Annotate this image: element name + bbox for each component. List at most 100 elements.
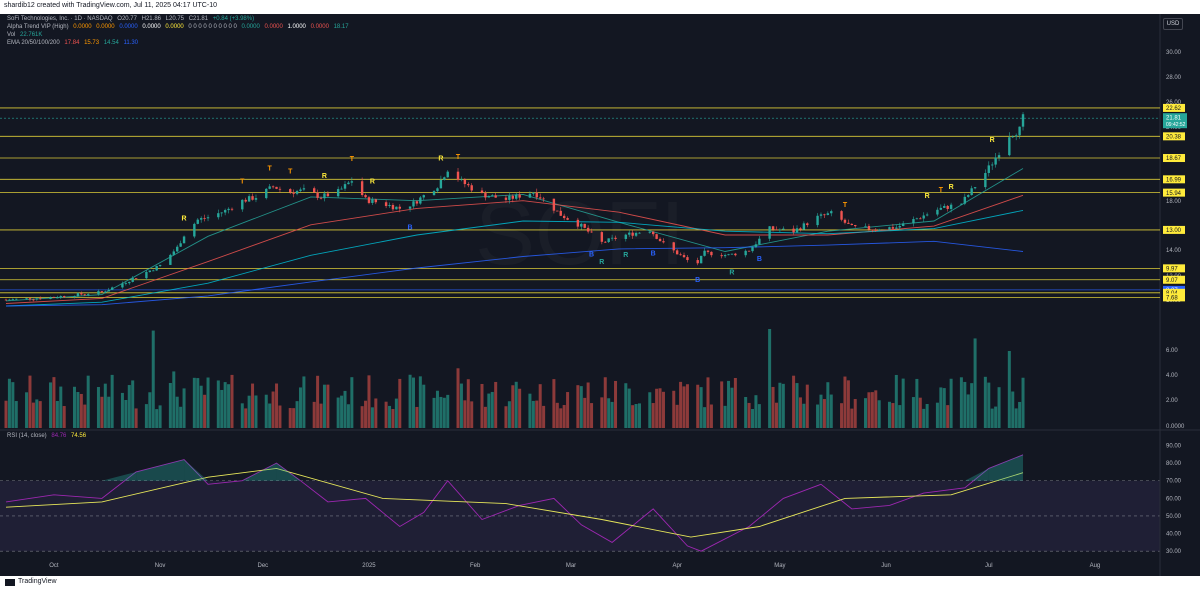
level-badge — [1163, 175, 1185, 184]
candle-body — [747, 250, 751, 252]
volume-bar — [134, 408, 138, 428]
legend-rsi-name[interactable]: RSI (14, close) — [7, 433, 47, 439]
volume-bar — [538, 384, 542, 428]
legend-vol-name[interactable]: Vol — [7, 32, 16, 38]
candle-body — [371, 199, 374, 203]
legend-close: C21.81 — [188, 16, 209, 22]
candle-body — [949, 204, 953, 209]
level-badge — [1163, 293, 1185, 302]
candle-body — [751, 247, 754, 252]
level-badge-label: 22.62 — [1166, 106, 1182, 112]
volume-bar — [131, 380, 135, 428]
volume-bar — [127, 385, 131, 428]
volume-bar — [158, 405, 162, 428]
volume-bar — [52, 377, 56, 428]
candle-body — [744, 250, 747, 256]
candle-body — [374, 199, 378, 203]
level-badge-label: 13.00 — [1166, 228, 1182, 234]
candle-body — [367, 197, 371, 203]
candle-body — [316, 192, 319, 198]
candle-body — [223, 210, 227, 213]
currency-badge[interactable]: USD — [1163, 18, 1183, 30]
time-axis-label: Jul — [985, 563, 993, 569]
header-caption: shardib12 created with TradingView.com, … — [4, 2, 217, 9]
signal-label: T — [240, 178, 245, 185]
candle-body — [83, 294, 86, 296]
volume-bar — [723, 405, 727, 428]
volume-bar — [877, 400, 881, 428]
ema-line — [5, 209, 1024, 307]
legend-alpha-v10: 18.17 — [333, 24, 349, 30]
volume-bar — [11, 382, 15, 428]
candle-body — [515, 194, 518, 199]
volume-bar — [340, 395, 344, 428]
candle-body — [802, 223, 806, 230]
candle-body — [8, 299, 11, 301]
volume-bar — [864, 398, 868, 428]
volume-bar — [384, 401, 388, 428]
rsi-overbought-fill — [276, 463, 301, 481]
volume-bar — [518, 388, 522, 428]
volume-bar — [559, 408, 563, 428]
price-axis-label: 14.00 — [1166, 248, 1182, 254]
candle-body — [518, 194, 521, 198]
candle-body — [826, 213, 830, 215]
candle-body — [312, 188, 316, 193]
volume-bar — [583, 397, 587, 428]
volume-bar — [422, 384, 426, 428]
time-axis-label: Oct — [49, 563, 59, 569]
rsi-axis-label: 80.00 — [1166, 461, 1182, 467]
signal-label: B — [757, 256, 762, 263]
candle-body — [973, 187, 977, 189]
candle-body — [107, 289, 110, 292]
candle-body — [706, 250, 710, 252]
legend-symbol[interactable]: SoFi Technologies, Inc. · 1D · NASDAQ — [7, 16, 113, 22]
volume-bar — [696, 384, 700, 428]
volume-bar — [614, 380, 618, 428]
volume-bar — [244, 408, 248, 428]
signal-label: B — [695, 277, 700, 284]
candle-body — [494, 195, 497, 198]
price-axis-label: 18.00 — [1166, 199, 1182, 205]
legend-rsi: RSI (14, close) 84.76 74.56 — [7, 433, 89, 439]
volume-bar — [322, 384, 326, 428]
candle-body — [658, 238, 662, 242]
candle-body — [206, 217, 210, 219]
candle-body — [443, 177, 446, 180]
volume-bar — [38, 401, 42, 428]
rsi-axis-label: 50.00 — [1166, 514, 1182, 520]
volume-bar — [110, 374, 114, 428]
volume-bar — [79, 393, 83, 428]
candle-body — [1018, 126, 1021, 136]
candle-body — [336, 189, 340, 197]
candle-body — [319, 197, 323, 199]
volume-bar — [25, 392, 29, 428]
candle-body — [967, 195, 970, 197]
candle-body — [864, 225, 867, 227]
volume-bar — [703, 407, 707, 428]
candle-body — [710, 251, 713, 256]
volume-bar — [661, 391, 665, 428]
signal-label: R — [599, 259, 604, 266]
volume-bar — [175, 396, 179, 428]
volume-bar — [994, 406, 998, 428]
volume-bar — [370, 407, 374, 428]
signal-label: R — [370, 179, 375, 186]
volume-bar — [103, 383, 107, 428]
candle-body — [415, 201, 419, 204]
time-axis-label: Feb — [470, 563, 481, 569]
volume-bar — [973, 338, 977, 428]
volume-bar — [466, 379, 470, 428]
volume-bar — [151, 330, 155, 428]
candle-body — [778, 229, 782, 231]
legend-ema-name[interactable]: EMA 20/50/100/200 — [7, 40, 60, 46]
volume-bar — [802, 403, 806, 428]
time-axis-label: Jun — [881, 563, 891, 569]
candle-body — [182, 236, 186, 244]
legend-alpha-name[interactable]: Alpha Trend VIP (High) — [7, 24, 69, 30]
legend-ema100: 14.54 — [103, 40, 119, 46]
volume-bar — [247, 395, 251, 428]
time-axis-label: Mar — [566, 563, 576, 569]
level-badge — [1163, 132, 1185, 141]
